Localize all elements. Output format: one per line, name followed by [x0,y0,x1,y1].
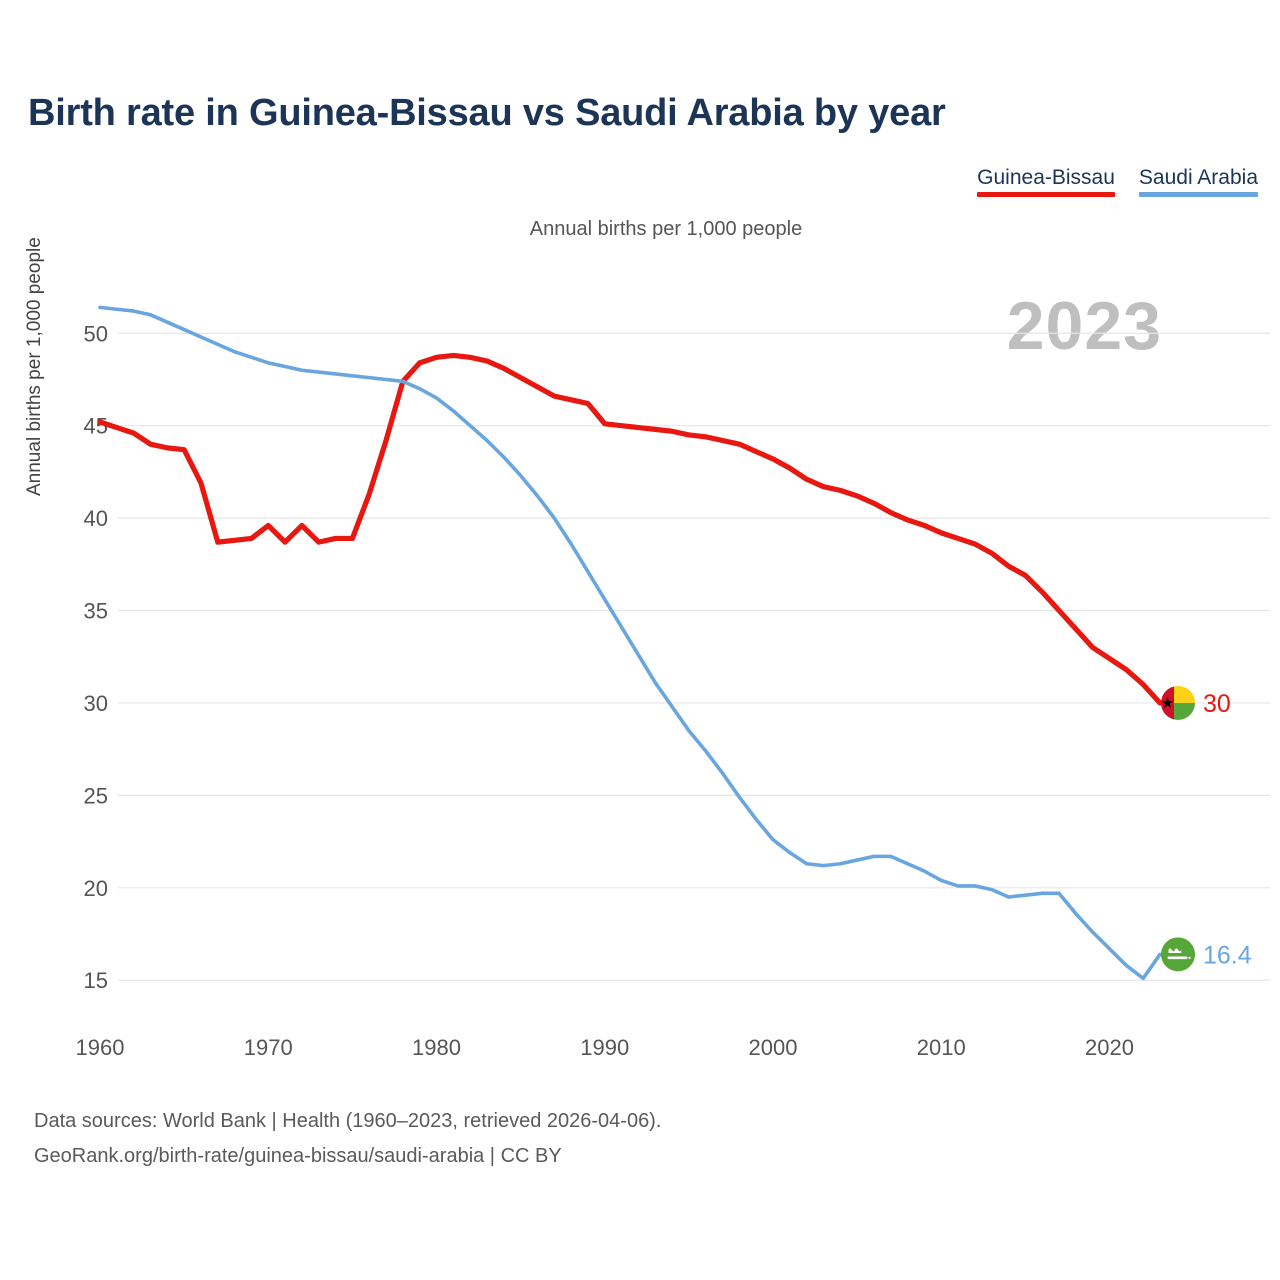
x-axis-tick-label: 2010 [917,1035,966,1060]
chart-subtitle: Annual births per 1,000 people [0,218,1280,241]
data-series [97,305,1163,981]
x-axis-tick-label: 1980 [412,1035,461,1060]
y-axis-tick-label: 40 [84,506,108,531]
saudi-arabia-flag-icon [1161,937,1195,972]
footer-credits: Data sources: World Bank | Health (1960–… [34,1104,661,1174]
series-line-guinea-bissau [97,352,1163,706]
gridlines [118,332,1270,981]
plot-area: 15 20 25 30 35 40 45 50 1960 1970 1980 1990 2000 201… [76,305,1270,1060]
x-axis-tick-label: 1970 [244,1035,293,1060]
y-axis-ticks: 15 20 25 30 35 40 45 50 [84,321,108,993]
legend-rule-guinea-bissau [977,192,1115,198]
legend-rule-saudi-arabia [1138,192,1258,198]
legend-item-saudi-arabia[interactable]: Saudi Arabia [1138,166,1258,198]
end-label-guinea-bissau: 30 [1203,690,1231,718]
legend-label-guinea-bissau: Guinea-Bissau [977,166,1115,189]
year-watermark: 2023 [1006,288,1162,364]
y-axis-tick-label: 35 [84,599,108,624]
footer-line-1: Data sources: World Bank | Health (1960–… [34,1110,662,1132]
legend-item-guinea-bissau[interactable]: Guinea-Bissau [977,166,1115,198]
y-axis-tick-label: 30 [84,691,108,716]
chart-legend: Guinea-Bissau Saudi Arabia [977,166,1258,198]
x-axis-tick-label: 1960 [76,1035,125,1060]
x-axis-tick-label: 2020 [1085,1035,1134,1060]
y-axis-tick-label: 45 [84,414,108,439]
page-title: Birth rate in Guinea-Bissau vs Saudi Ara… [28,92,946,134]
x-axis-ticks: 1960 1970 1980 1990 2000 2010 2020 [76,1035,1134,1060]
chart-subtitle-text: Annual births per 1,000 people [529,218,803,240]
y-axis-tick-label: 20 [84,876,108,901]
end-markers: 30 16.4 [1161,685,1252,972]
guinea-bissau-flag-icon [1161,685,1195,720]
end-label-saudi-arabia: 16.4 [1203,941,1252,969]
y-axis-tick-label: 50 [84,321,108,346]
y-axis-tick-label: 15 [84,968,108,993]
x-axis-tick-label: 1990 [580,1035,629,1060]
legend-label-saudi-arabia: Saudi Arabia [1138,166,1258,189]
series-line-saudi-arabia [98,305,1162,981]
y-axis-tick-label: 25 [84,783,108,808]
footer-line-2: GeoRank.org/birth-rate/guinea-bissau/sau… [34,1145,562,1167]
x-axis-tick-label: 2000 [749,1035,798,1060]
